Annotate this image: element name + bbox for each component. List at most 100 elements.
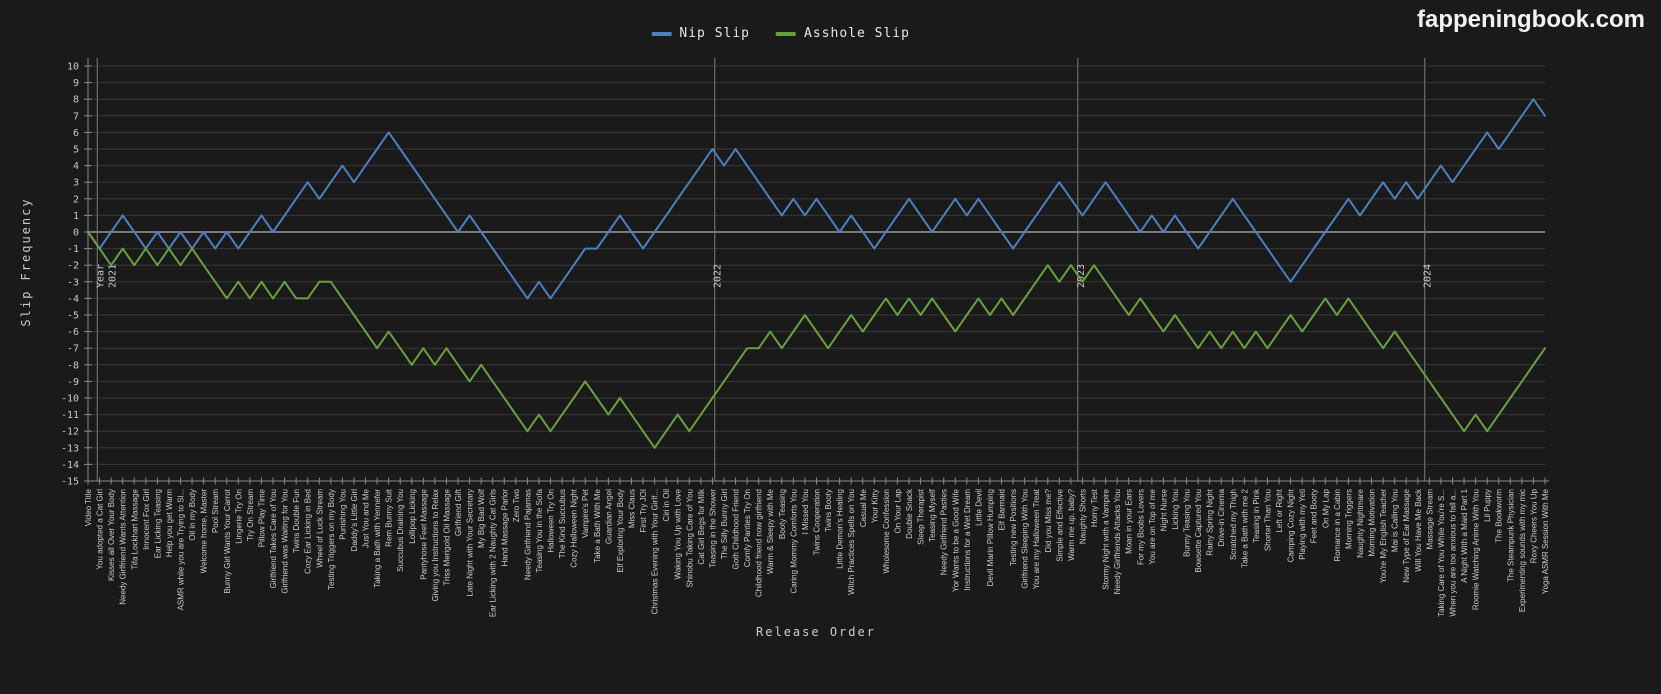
x-category-label: Needy Girlfriend Wants Attention: [119, 489, 128, 605]
y-tick-label: -6: [67, 327, 79, 338]
x-category-label: Zero Two: [512, 488, 521, 522]
y-tick-label: -5: [67, 311, 79, 322]
x-category-label: Did you Miss me?: [1044, 488, 1053, 552]
x-category-label: Romance in a Cabin: [1333, 489, 1342, 561]
x-category-label: Warm me up, baby?: [1067, 488, 1076, 560]
legend-label: Asshole Slip: [804, 26, 910, 41]
x-category-label: Roxy Cheers You Up: [1529, 488, 1538, 563]
x-category-label: Elf Barmaid: [998, 489, 1007, 530]
x-category-label: Feet and Booty: [1310, 489, 1319, 543]
tick-labels-layer: -15-14-13-12-11-10-9-8-7-6-5-4-3-2-10123…: [61, 62, 1550, 618]
x-category-label: Naughty Nightmare: [1356, 488, 1365, 557]
x-category-label: Testing Triggers on my Body: [327, 489, 336, 590]
x-category-label: Halloween Try On: [547, 489, 556, 553]
x-category-label: Take a Bath With Me: [593, 488, 602, 562]
x-category-label: You are on Top of me: [1148, 488, 1157, 564]
x-category-label: Bowsette Captured You: [1194, 489, 1203, 573]
x-category-label: The Steampunk Physician: [1506, 489, 1515, 582]
x-category-label: New Type of Ear Massage: [1402, 488, 1411, 582]
x-category-label: Girlfriend Takes Care of You: [269, 489, 278, 588]
x-category-label: Innocent Fox Girl: [142, 489, 151, 550]
x-category-label: Girlfriend was Waiting for You: [281, 489, 290, 594]
y-tick-label: -3: [67, 277, 79, 288]
x-category-label: Will You Have Me Back: [1414, 488, 1423, 572]
x-category-label: When you are too anxious to fall a...: [1448, 489, 1457, 617]
y-tick-label: 4: [73, 161, 79, 172]
x-category-label: Moan in your Ears: [1125, 489, 1134, 554]
grid-layer: [88, 65, 1545, 482]
year-markers-layer: Year 2021 2022 2023 2024: [95, 58, 1434, 481]
y-tick-label: 9: [73, 78, 79, 89]
y-tick-label: -8: [67, 360, 79, 371]
y-tick-label: -11: [61, 410, 79, 421]
x-category-label: Pantyhose Feet Massage: [419, 488, 428, 579]
x-category-label: Video Title: [84, 488, 93, 526]
x-category-label: Ear Licking with 2 Naughty Cat Girls: [489, 489, 498, 617]
year-label: 2024: [1423, 264, 1434, 288]
x-category-label: Welcome home, Master: [200, 489, 209, 574]
site-logo[interactable]: fappeningbook.com: [1417, 6, 1645, 33]
axes-layer: [84, 58, 1549, 485]
y-tick-label: -2: [67, 261, 79, 272]
asshole-slip-swatch-icon: [776, 31, 797, 36]
x-category-label: Teasing in the Shower: [708, 489, 717, 568]
x-category-label: The Kind Succubus: [558, 489, 567, 558]
legend-item-asshole-slip[interactable]: Asshole Slip: [776, 26, 910, 41]
x-category-label: Lil Puppy: [1483, 489, 1492, 522]
x-category-label: Childhood friend now girlfriend: [755, 489, 764, 597]
x-category-label: Punishing You: [338, 489, 347, 540]
x-category-label: Scratched my Thigh: [1229, 489, 1238, 560]
x-category-label: Camping Cozy Night: [1287, 488, 1296, 562]
x-category-label: Taking a Bath with Yennefer: [373, 489, 382, 588]
x-category-label: Devil Marin Pillow Humping: [986, 489, 995, 586]
x-category-label: Massage Stream: [1425, 489, 1434, 550]
x-category-label: Instructions for a Wet Dream: [963, 489, 972, 591]
x-category-label: Drive-in Cinema: [1217, 488, 1226, 546]
y-axis-title: Slip Frequency: [19, 197, 33, 326]
x-category-label: Casual Me: [859, 488, 868, 527]
legend-label: Nip Slip: [679, 26, 751, 41]
x-category-label: Ciri in Oil: [662, 489, 671, 522]
x-category-label: You adopted a Cat Girl: [96, 489, 105, 570]
x-category-label: A Night With a Maid Part 1: [1460, 488, 1469, 582]
x-category-label: Testing new Positions: [1009, 489, 1018, 566]
x-category-label: The Bookworm: [1495, 489, 1504, 543]
x-axis-title: Release Order: [756, 625, 876, 639]
x-category-label: Triss Merigold Oil Massage: [442, 488, 451, 585]
x-category-label: Experimenting sounds with my mic: [1518, 489, 1527, 612]
x-category-label: Girlfriend Sleeping With You: [1021, 489, 1030, 589]
x-category-label: The Silly Bunny Girl: [720, 489, 729, 559]
x-category-label: On My Lap: [1321, 488, 1330, 528]
x-category-label: Wholesome Confession: [882, 489, 891, 573]
x-category-label: Vampire's Pet: [581, 488, 590, 538]
x-category-label: Teasing in Pink: [1252, 488, 1261, 543]
x-category-label: Little Demon's Healing: [836, 489, 845, 569]
x-category-label: Booty Teasing: [778, 489, 787, 539]
x-category-label: Mai is Calling You: [1391, 489, 1400, 552]
x-category-label: Late Night with Your Secretary: [466, 489, 475, 597]
legend-item-nip-slip[interactable]: Nip Slip: [651, 26, 750, 41]
series-layer: [87, 98, 1546, 449]
x-category-label: Roomie Watching Anime With You: [1472, 489, 1481, 610]
x-category-label: Left or Right: [1275, 488, 1284, 532]
x-category-label: Playing with my Yeti: [1298, 489, 1307, 560]
x-category-label: Warm & Sleepy with Me: [766, 488, 775, 574]
legend: Nip Slip Asshole Slip: [651, 26, 910, 41]
x-category-label: Twins Double Fun: [292, 489, 301, 553]
x-category-label: Girlfriend Gift: [454, 488, 463, 536]
x-category-label: Stormy Night with a Vampire: [1102, 488, 1111, 589]
x-category-label: Ear Licking Teasing: [153, 489, 162, 558]
x-category-label: You are my Halloween Treat: [1032, 488, 1041, 589]
x-category-label: Lollipop Licking: [408, 489, 417, 544]
y-tick-label: 5: [73, 145, 79, 156]
x-category-label: Teasing You in the Sofa: [535, 488, 544, 572]
x-category-label: Simple and Effective: [1055, 488, 1064, 561]
series-line-nip-slip: [87, 98, 1546, 300]
x-category-label: Witch Practices Spells on You: [847, 489, 856, 595]
x-category-label: Pillow Play Time: [257, 488, 266, 547]
y-tick-label: -10: [61, 394, 79, 405]
x-category-label: Caring Mommy Comforts You: [789, 489, 798, 593]
x-category-label: Little Devil: [974, 489, 983, 526]
x-category-label: Rem Bunny Suit: [385, 488, 394, 547]
